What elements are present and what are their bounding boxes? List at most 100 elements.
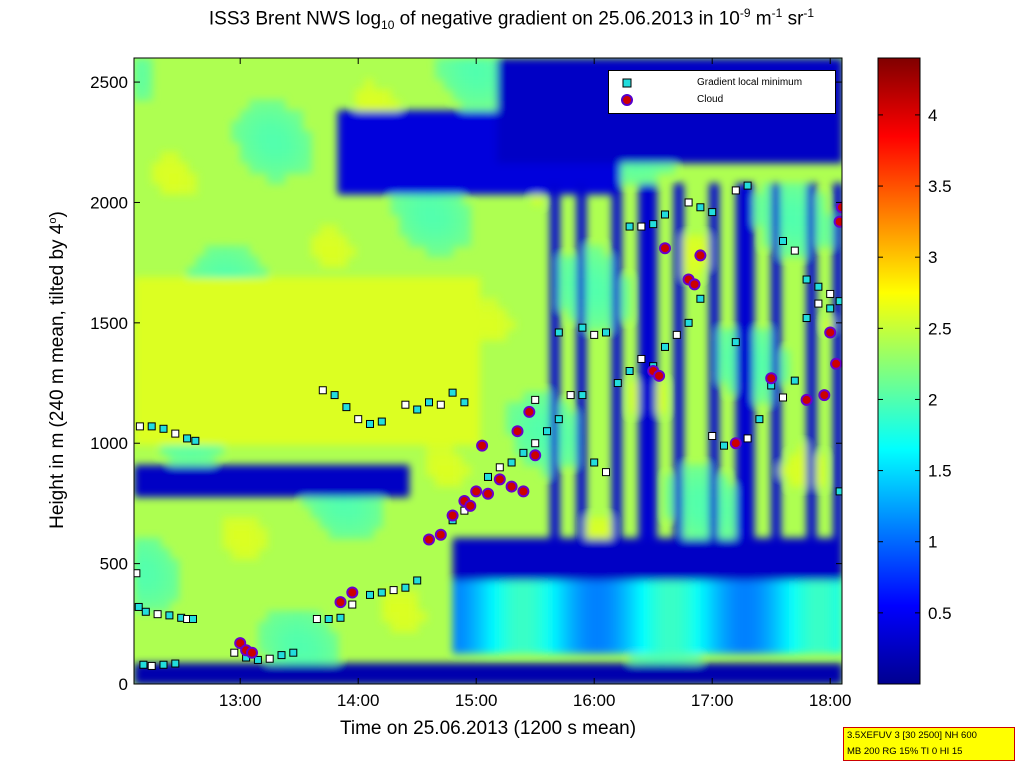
heatmap-cell [797, 548, 808, 560]
heatmap-cell [797, 610, 808, 623]
heatmap-cell [399, 339, 410, 352]
heatmap-cell [744, 391, 755, 404]
heatmap-cell [753, 131, 764, 143]
heatmap-cell [806, 381, 817, 393]
heatmap-cell [638, 131, 649, 143]
heatmap-cell [302, 151, 312, 164]
heatmap-cell [833, 673, 842, 684]
heatmap-cell [603, 663, 613, 675]
heatmap-cell [257, 287, 268, 299]
heatmap-cell [319, 412, 330, 425]
heatmap-cell [806, 537, 817, 550]
heatmap-cell [647, 402, 658, 414]
heatmap-cell [311, 475, 321, 487]
heatmap-cell [673, 360, 684, 372]
heatmap-cell [647, 162, 658, 174]
heatmap-cell [576, 58, 587, 70]
heatmap-cell [638, 141, 649, 153]
heatmap-cell [797, 454, 808, 466]
heatmap-cell [204, 287, 215, 299]
heatmap-cell [328, 277, 339, 289]
heatmap-cell [169, 673, 180, 684]
heatmap-cell [771, 214, 782, 226]
heatmap-cell [585, 131, 596, 143]
heatmap-cell [735, 621, 746, 633]
heatmap-cell [576, 371, 587, 383]
heatmap-cell [293, 673, 304, 684]
heatmap-cell [461, 631, 472, 644]
heatmap-cell [488, 318, 498, 331]
heatmap-cell [665, 579, 675, 592]
heatmap-cell [833, 600, 842, 612]
heatmap-cell [284, 663, 295, 675]
heatmap-cell [611, 496, 622, 508]
heatmap-cell [558, 454, 569, 466]
heatmap-cell [824, 673, 835, 684]
gradient-minimum-marker [401, 583, 410, 592]
heatmap-cell [381, 99, 392, 112]
heatmap-cell [629, 579, 640, 592]
heatmap-cell [195, 454, 206, 466]
heatmap-cell [426, 350, 436, 362]
heatmap-cell [505, 642, 516, 654]
heatmap-cell [169, 277, 180, 289]
heatmap-cell [806, 402, 817, 414]
heatmap-cell [240, 412, 251, 425]
heatmap-cell [549, 350, 560, 362]
heatmap-cell [541, 663, 551, 675]
heatmap-cell [240, 402, 251, 414]
heatmap-cell [709, 631, 720, 644]
heatmap-cell [514, 99, 525, 112]
heatmap-cell [647, 517, 658, 529]
heatmap-cell [709, 110, 720, 122]
heatmap-cell [726, 131, 737, 143]
heatmap-cell [434, 360, 445, 372]
heatmap-cell [700, 579, 711, 592]
heatmap-cell [514, 68, 525, 80]
heatmap-cell [576, 89, 587, 101]
heatmap-cell [744, 329, 755, 341]
heatmap-cell [134, 548, 144, 560]
heatmap-cell [302, 423, 312, 435]
heatmap-cell [284, 412, 295, 425]
heatmap-cell [806, 318, 817, 331]
heatmap-cell [452, 277, 463, 289]
gradient-minimum-marker [708, 208, 717, 217]
gradient-minimum-marker [814, 299, 823, 308]
heatmap-cell [673, 245, 684, 258]
heatmap-cell [647, 58, 658, 70]
heatmap-cell [434, 214, 445, 226]
heatmap-cell [151, 475, 162, 487]
heatmap-cell [426, 444, 436, 456]
heatmap-cell [576, 68, 587, 80]
legend: Gradient local minimum Cloud [608, 70, 836, 114]
heatmap-cell [576, 475, 587, 487]
heatmap-cell [319, 371, 330, 383]
heatmap-cell [257, 485, 268, 498]
heatmap-cell [134, 412, 144, 425]
heatmap-cell [665, 120, 675, 133]
heatmap-cell [585, 78, 596, 91]
heatmap-cell [585, 318, 596, 331]
heatmap-cell [496, 58, 507, 70]
heatmap-cell [417, 235, 428, 247]
heatmap-cell [240, 537, 251, 550]
heatmap-cell [673, 224, 684, 237]
heatmap-cell [134, 360, 144, 372]
cloud-marker [334, 596, 347, 609]
heatmap-cell [673, 193, 684, 206]
gradient-minimum-marker [590, 330, 599, 339]
heatmap-cell [461, 433, 472, 446]
heatmap-cell [346, 527, 357, 539]
gradient-minimum-marker [389, 586, 398, 595]
heatmap-cell [355, 464, 366, 477]
heatmap-cell [337, 496, 348, 508]
heatmap-cell [355, 350, 366, 362]
heatmap-cell [771, 120, 782, 133]
heatmap-cell [240, 339, 251, 352]
heatmap-cell [514, 78, 525, 91]
heatmap-cell [771, 537, 782, 550]
heatmap-cell [762, 673, 773, 684]
heatmap-cell [470, 308, 481, 320]
heatmap-cell [399, 120, 410, 133]
